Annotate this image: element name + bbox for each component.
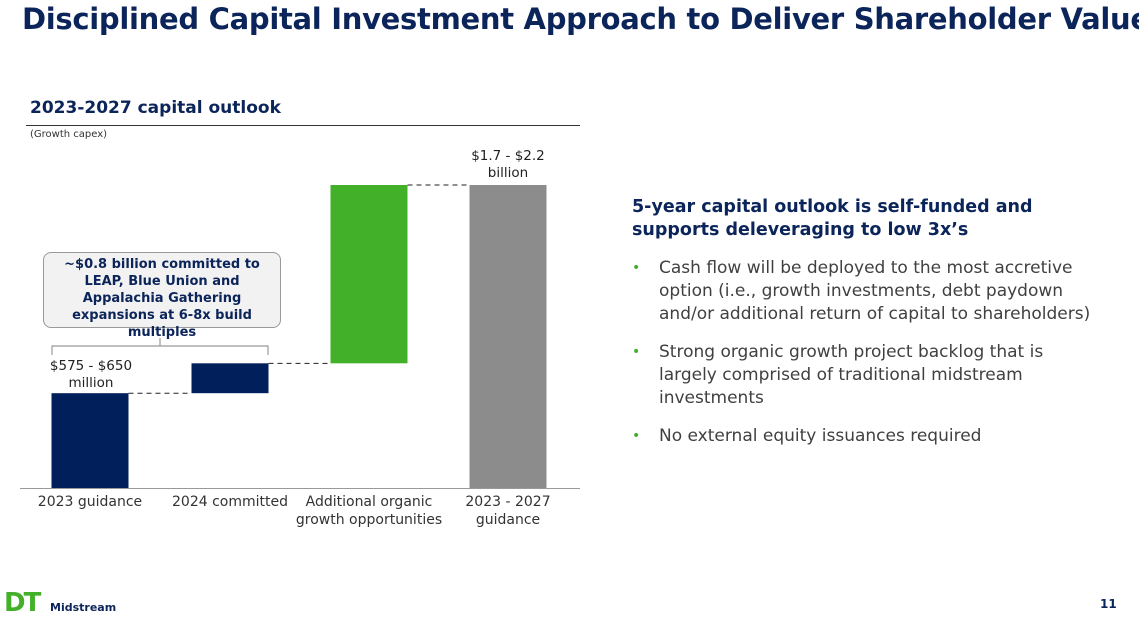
bar	[191, 363, 269, 394]
x-tick-label: 2023 guidance	[37, 494, 143, 510]
bullet: No external equity issuances required	[632, 425, 1102, 448]
callout: ~$0.8 billion committed to LEAP, Blue Un…	[43, 252, 281, 340]
bullet: Cash flow will be deployed to the most a…	[632, 257, 1102, 326]
x-tick-label: Additional organic growth opportunities	[295, 494, 443, 528]
bar	[469, 185, 547, 488]
bracket	[51, 338, 269, 355]
page-number: 11	[1100, 597, 1117, 611]
value-label: $1.7 - $2.2 billion	[468, 148, 548, 182]
bar	[330, 185, 408, 364]
chart-subtitle: (Growth capex)	[30, 129, 108, 140]
value-label: $575 - $650 million	[48, 358, 134, 392]
summary-heading: 5-year capital outlook is self-funded an…	[632, 197, 1033, 240]
title-rule	[26, 125, 580, 126]
logo-mark: DT	[4, 588, 41, 618]
chart-title: 2023-2027 capital outlook	[30, 98, 281, 118]
bullet-list: Cash flow will be deployed to the most a…	[632, 257, 1102, 463]
bullet: Strong organic growth project backlog th…	[632, 341, 1102, 410]
slide-title: Disciplined Capital Investment Approach …	[22, 2, 1139, 36]
x-tick-label: 2023 - 2027 guidance	[465, 494, 551, 528]
bar	[51, 393, 129, 488]
x-tick-label: 2024 committed	[172, 494, 288, 510]
logo-text: Midstream	[50, 601, 117, 614]
